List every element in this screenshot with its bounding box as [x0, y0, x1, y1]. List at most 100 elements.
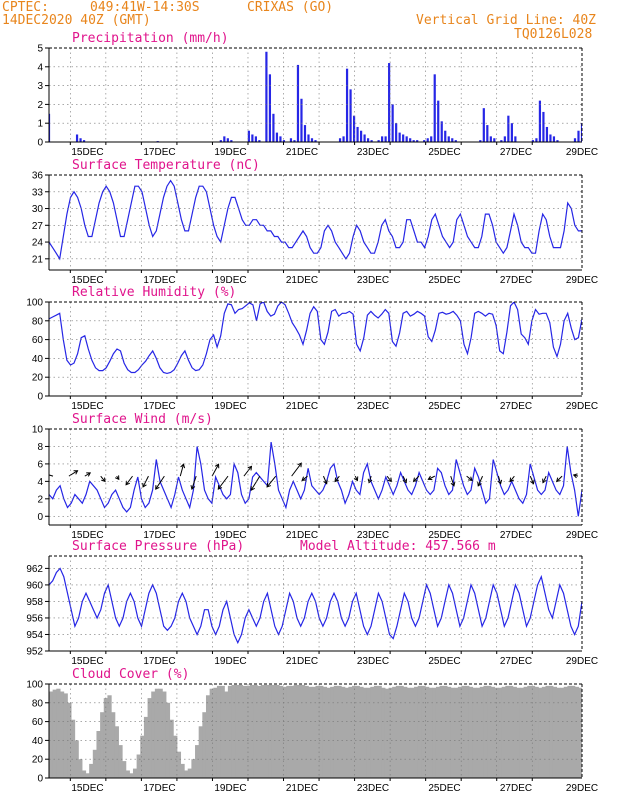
- precip-bar: [395, 123, 398, 142]
- cloud-bar: [56, 688, 61, 778]
- precip-bar: [545, 126, 549, 142]
- y-tick-label: 36: [32, 171, 44, 182]
- cloud-bar: [118, 745, 123, 778]
- cloud-bar: [472, 687, 477, 778]
- x-date-label: 15DEC: [71, 530, 103, 541]
- wind-arrow: [497, 475, 502, 484]
- precip-bar: [75, 134, 79, 142]
- wind-arrow: [125, 475, 133, 486]
- model-altitude-label: Model Altitude: 457.566 m: [300, 539, 496, 554]
- precip-bar: [423, 140, 426, 142]
- precip-bar: [412, 140, 415, 142]
- plot-area: [49, 441, 582, 517]
- precip-bar: [296, 64, 300, 142]
- x-date-label: 17DEC: [143, 147, 175, 158]
- wind-arrow-head: [214, 463, 220, 469]
- y-tick-label: 5: [37, 44, 43, 55]
- wind-arrow-head: [497, 479, 503, 485]
- y-tick-label: 958: [26, 597, 43, 608]
- precip-bar: [486, 125, 489, 142]
- cloud-bar: [534, 686, 539, 778]
- precip-bar: [388, 63, 391, 142]
- panel-title: Precipitation (mm/h): [72, 31, 229, 46]
- precip-bar: [542, 111, 545, 142]
- cloud-bar: [49, 691, 54, 778]
- y-tick-label: 0: [37, 774, 43, 785]
- cloud-bar: [293, 684, 298, 778]
- x-date-label: 21DEC: [286, 401, 318, 412]
- y-tick-label: 1: [37, 119, 43, 130]
- wind-arrow-head: [301, 476, 307, 482]
- precip-bar: [307, 134, 310, 142]
- wind-arrow-head: [323, 479, 328, 485]
- wind-arrow-head: [114, 475, 120, 481]
- x-date-label: 25DEC: [428, 401, 460, 412]
- cloud-bar: [257, 685, 262, 778]
- y-tick-label: 100: [26, 680, 43, 691]
- precip-bar: [293, 140, 296, 142]
- cloud-bar: [359, 686, 364, 778]
- wind-arrow: [217, 475, 229, 490]
- cloud-bar: [457, 686, 463, 778]
- cloud-bar: [435, 686, 441, 778]
- cloud-bar: [439, 685, 444, 778]
- cloud-bar: [403, 686, 408, 778]
- cloud-bar: [571, 685, 576, 778]
- wind-arrow-head: [509, 477, 514, 483]
- cloud-bar: [198, 726, 203, 778]
- cloud-bar: [59, 691, 65, 778]
- cloud-bar: [180, 763, 185, 778]
- y-tick-label: 80: [32, 698, 44, 709]
- x-date-label: 25DEC: [428, 530, 460, 541]
- cloud-bar: [490, 686, 495, 778]
- wind-arrow: [250, 475, 261, 491]
- x-date-label: 29DEC: [566, 530, 598, 541]
- precip-bar: [356, 126, 359, 142]
- wind-arrow: [542, 475, 547, 483]
- x-date-label: 19DEC: [214, 147, 246, 158]
- wind-arrow-head: [529, 479, 535, 485]
- x-date-label: 25DEC: [428, 275, 460, 286]
- cloud-bar: [337, 685, 342, 778]
- cloud-bar: [417, 685, 422, 778]
- x-date-label: 17DEC: [143, 656, 175, 667]
- cloud-bar: [362, 687, 368, 778]
- cloud-bar: [52, 689, 57, 778]
- wind-arrow: [450, 475, 455, 487]
- precip-bar: [556, 140, 559, 142]
- cloud-bar: [508, 685, 514, 778]
- y-tick-label: 2: [37, 100, 43, 111]
- wind-arrow-head: [477, 481, 482, 487]
- y-tick-label: 80: [32, 316, 44, 327]
- cloud-bar: [297, 684, 302, 778]
- wind-arrow-head: [450, 481, 456, 487]
- cloud-bar: [227, 685, 233, 778]
- precip-bar: [454, 140, 457, 142]
- cloud-bar: [344, 687, 349, 778]
- precip-bar: [577, 130, 580, 142]
- precip-bar: [447, 136, 450, 142]
- cloud-bar: [399, 685, 404, 778]
- precip-bar: [479, 140, 482, 142]
- cloud-bar: [205, 695, 211, 778]
- precip-bar: [409, 138, 412, 142]
- wind-arrow-head: [556, 477, 561, 483]
- cloud-bar: [107, 695, 112, 778]
- cloud-bar: [355, 685, 360, 778]
- precip-bar: [345, 68, 349, 142]
- cloud-bar: [169, 719, 174, 778]
- header-grid-note: Vertical Grid Line: 40Z: [416, 13, 597, 28]
- series-line: [49, 179, 582, 261]
- cloud-bar: [556, 687, 561, 778]
- x-date-label: 23DEC: [357, 530, 389, 541]
- plot-area: [49, 684, 582, 778]
- cloud-bar: [176, 751, 182, 778]
- y-tick-label: 40: [32, 736, 44, 747]
- precip-bar: [482, 108, 485, 142]
- cloud-bar: [370, 686, 375, 778]
- cloud-bar: [563, 686, 568, 778]
- cloud-bar: [523, 686, 528, 778]
- cloud-bar: [410, 687, 415, 778]
- precip-bar: [433, 74, 436, 142]
